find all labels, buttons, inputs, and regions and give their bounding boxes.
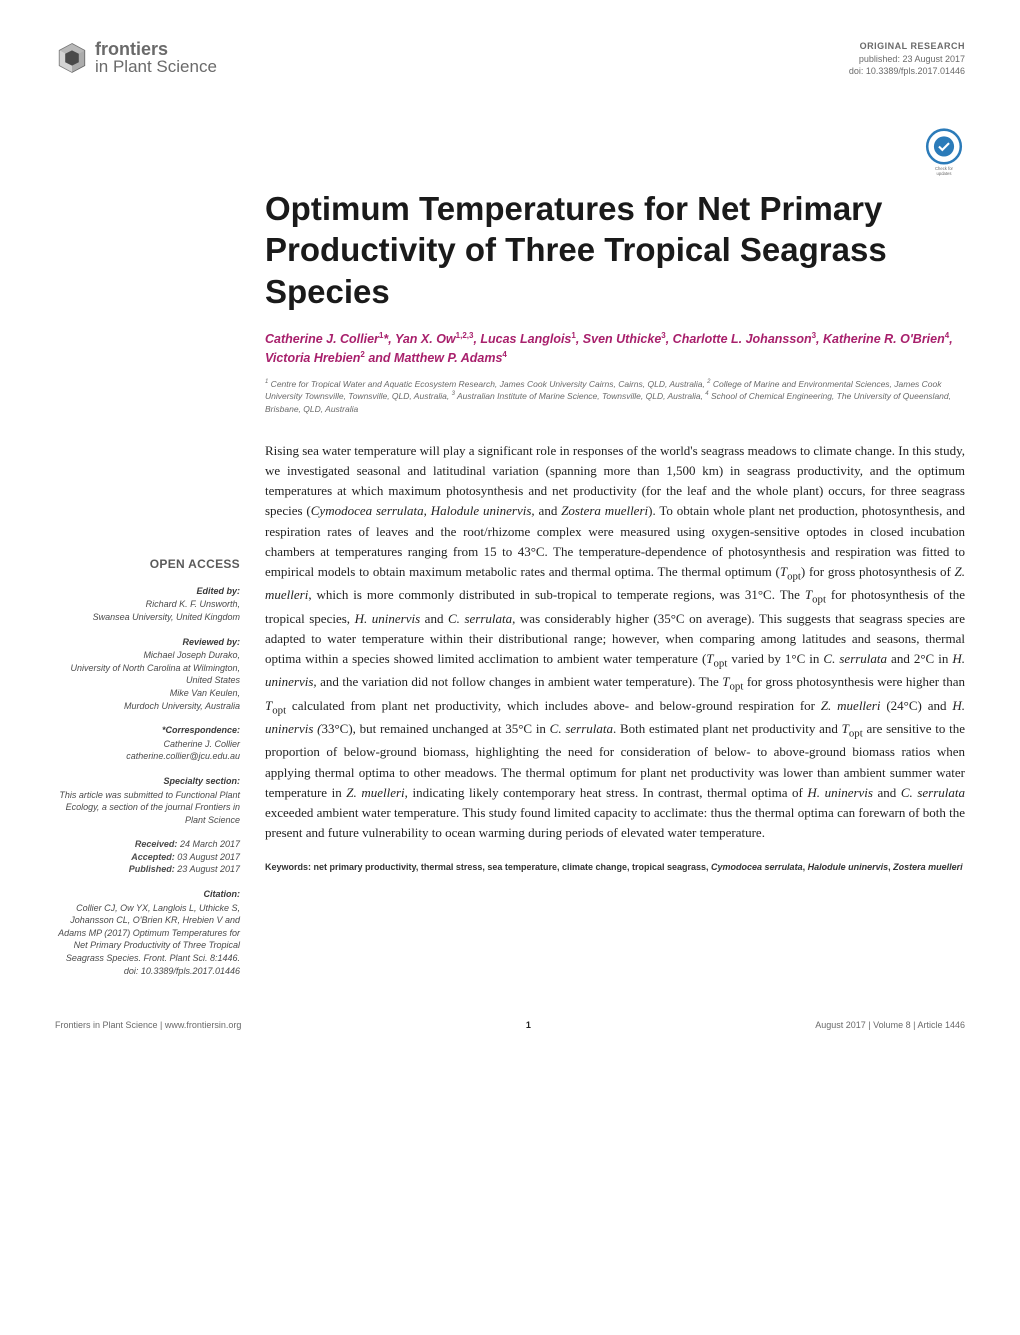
logo-text-line2: in Plant Science (95, 58, 217, 75)
published-date: Published: 23 August 2017 (55, 863, 240, 876)
footer-right: August 2017 | Volume 8 | Article 1446 (815, 1020, 965, 1030)
page-header: frontiers in Plant Science ORIGINAL RESE… (55, 40, 965, 78)
footer-left[interactable]: Frontiers in Plant Science | www.frontie… (55, 1020, 241, 1030)
editor-affiliation: Swansea University, United Kingdom (55, 611, 240, 624)
journal-logo: frontiers in Plant Science (55, 40, 217, 75)
abstract-body: Rising sea water temperature will play a… (265, 441, 965, 977)
accepted-date: Accepted: 03 August 2017 (55, 851, 240, 864)
footer-page-number: 1 (526, 1020, 531, 1030)
correspondence-label: *Correspondence: (55, 724, 240, 737)
logo-text-line1: frontiers (95, 40, 217, 58)
article-type-badge: ORIGINAL RESEARCH (849, 40, 965, 53)
open-access-label: OPEN ACCESS (55, 556, 240, 573)
correspondence-email[interactable]: catherine.collier@jcu.edu.au (55, 750, 240, 763)
keywords-text: net primary productivity, thermal stress… (314, 862, 963, 872)
editor-name: Richard K. F. Unsworth, (55, 598, 240, 611)
doi-link[interactable]: doi: 10.3389/fpls.2017.01446 (849, 66, 965, 76)
publish-date: published: 23 August 2017 (849, 53, 965, 66)
publication-info: ORIGINAL RESEARCH published: 23 August 2… (849, 40, 965, 78)
crossmark-icon[interactable]: Check for updates (923, 128, 965, 178)
page-footer: Frontiers in Plant Science | www.frontie… (55, 1012, 965, 1030)
citation-label: Citation: (55, 888, 240, 901)
citation-text: Collier CJ, Ow YX, Langlois L, Uthicke S… (55, 902, 240, 978)
abstract-text: Rising sea water temperature will play a… (265, 441, 965, 843)
correspondence-name: Catherine J. Collier (55, 738, 240, 751)
sidebar-metadata: OPEN ACCESS Edited by: Richard K. F. Uns… (55, 441, 240, 977)
affiliations: 1 Centre for Tropical Water and Aquatic … (55, 378, 965, 416)
reviewer1-name: Michael Joseph Durako, (55, 649, 240, 662)
keywords-label: Keywords: (265, 862, 311, 872)
article-title: Optimum Temperatures for Net Primary Pro… (55, 188, 965, 312)
svg-text:updates: updates (937, 171, 952, 176)
reviewer1-affiliation: University of North Carolina at Wilmingt… (55, 662, 240, 687)
edited-by-label: Edited by: (55, 585, 240, 598)
reviewed-by-label: Reviewed by: (55, 636, 240, 649)
keywords-block: Keywords: net primary productivity, ther… (265, 861, 965, 875)
reviewer2-name: Mike Van Keulen, (55, 687, 240, 700)
reviewer2-affiliation: Murdoch University, Australia (55, 700, 240, 713)
author-list: Catherine J. Collier1*, Yan X. Ow1,2,3, … (55, 330, 965, 368)
received-date: Received: 24 March 2017 (55, 838, 240, 851)
specialty-text: This article was submitted to Functional… (55, 789, 240, 827)
frontiers-cube-icon (55, 41, 89, 75)
specialty-label: Specialty section: (55, 775, 240, 788)
